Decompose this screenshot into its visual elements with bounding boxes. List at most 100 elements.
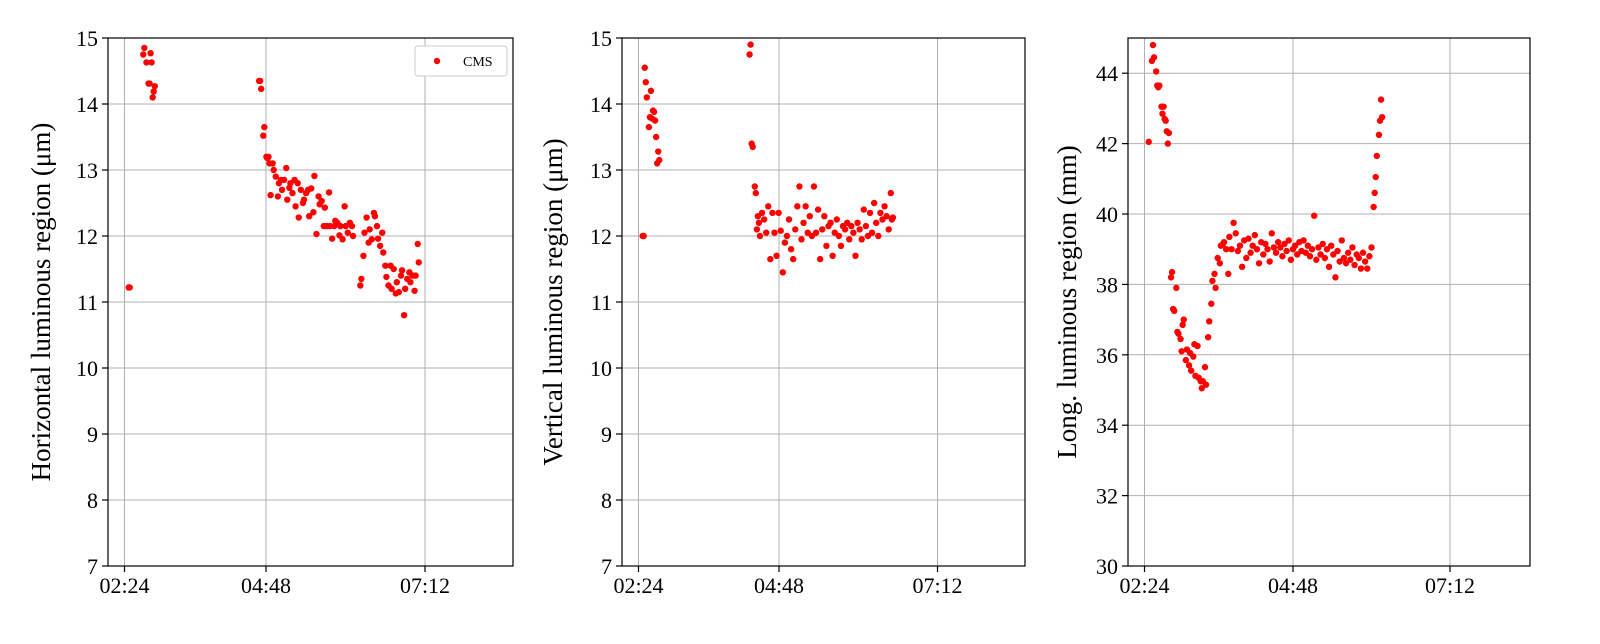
- data-point: [150, 88, 157, 95]
- data-point: [856, 226, 863, 233]
- y-tick-label: 10: [590, 356, 612, 381]
- data-point: [854, 219, 861, 226]
- data-point: [787, 246, 795, 253]
- data-point: [852, 252, 859, 259]
- data-point: [1234, 247, 1242, 255]
- x-tick-label: 04:48: [241, 573, 291, 598]
- data-point: [656, 156, 663, 164]
- data-point: [643, 94, 651, 101]
- data-point: [1226, 233, 1233, 241]
- data-point: [1349, 244, 1356, 251]
- data-point: [380, 249, 387, 256]
- plot-frame: [1127, 37, 1531, 567]
- y-tick-label: 14: [590, 92, 612, 117]
- legend-marker: [433, 57, 441, 65]
- data-point: [1264, 246, 1271, 253]
- y-tick-label: 32: [1096, 484, 1118, 509]
- data-point: [284, 196, 291, 203]
- data-point: [1171, 307, 1178, 314]
- y-tick-label: 12: [590, 224, 612, 249]
- data-point: [1272, 249, 1280, 256]
- data-point: [758, 209, 766, 217]
- data-point: [1338, 237, 1346, 244]
- data-point: [1159, 110, 1166, 117]
- data-point: [751, 183, 758, 190]
- chart-panel-3: 30 32 34 36 38 40 42 44 02:24 04:48 07:12 Long. lum…: [1052, 37, 1531, 598]
- data-point: [411, 287, 418, 294]
- data-points: [1145, 41, 1386, 392]
- data-point: [806, 213, 814, 220]
- data-point: [1262, 240, 1269, 248]
- data-point: [325, 189, 333, 196]
- data-point: [746, 51, 753, 58]
- data-point: [383, 273, 390, 281]
- data-point: [1274, 238, 1282, 246]
- data-point: [792, 226, 799, 233]
- y-tick-label: 12: [76, 224, 98, 249]
- data-point: [1361, 258, 1369, 265]
- data-point: [267, 191, 274, 199]
- data-point: [1211, 270, 1218, 278]
- data-point: [382, 262, 389, 269]
- y-tick-label: 9: [87, 422, 98, 447]
- data-point: [1373, 152, 1381, 160]
- y-tick-label: 9: [601, 422, 612, 447]
- data-point: [1253, 246, 1261, 253]
- data-point: [1368, 244, 1375, 251]
- data-point: [1216, 260, 1224, 267]
- data-point: [1225, 270, 1232, 278]
- data-point: [858, 236, 865, 243]
- data-point: [1351, 261, 1358, 269]
- data-point: [783, 232, 791, 240]
- data-point: [308, 185, 315, 192]
- data-point: [305, 213, 313, 220]
- data-point: [1359, 249, 1367, 256]
- data-point: [261, 123, 268, 131]
- data-point: [652, 133, 660, 141]
- data-point: [300, 196, 308, 203]
- y-tick-label: 42: [1096, 132, 1118, 157]
- data-point: [1179, 321, 1186, 329]
- data-point: [1300, 237, 1307, 244]
- data-point: [1260, 251, 1267, 258]
- data-point: [794, 203, 801, 210]
- data-point: [376, 242, 384, 250]
- data-point: [1178, 348, 1185, 355]
- y-axis-title: Long. luminous region (mm): [1052, 145, 1082, 458]
- data-point: [835, 232, 843, 240]
- data-point: [762, 229, 770, 236]
- data-point: [1364, 265, 1371, 272]
- y-tick-label: 13: [590, 158, 612, 183]
- y-axis-title: Horizontal luminous region (μm): [26, 123, 56, 482]
- data-point: [1327, 242, 1335, 249]
- data-point: [749, 143, 756, 151]
- y-tick-label: 36: [1096, 343, 1118, 368]
- legend: CMS: [414, 45, 508, 77]
- data-point: [1165, 129, 1173, 137]
- data-point: [1209, 277, 1216, 285]
- data-point: [344, 229, 351, 236]
- data-point: [810, 183, 818, 190]
- data-point: [1270, 244, 1278, 251]
- data-point: [295, 214, 302, 221]
- data-point: [860, 206, 867, 213]
- data-point: [1149, 41, 1157, 49]
- data-point: [374, 235, 382, 242]
- y-tick-label: 15: [76, 26, 98, 51]
- data-point: [257, 85, 265, 93]
- data-point: [272, 173, 279, 180]
- data-point: [1344, 249, 1352, 256]
- data-point: [1336, 258, 1343, 265]
- data-point: [1167, 274, 1175, 281]
- data-point: [1340, 254, 1348, 262]
- data-point: [1185, 362, 1193, 369]
- data-point: [140, 51, 147, 58]
- data-point: [650, 108, 658, 116]
- data-point: [379, 229, 386, 236]
- y-tick-label: 15: [590, 26, 612, 51]
- data-point: [850, 229, 857, 236]
- y-tick-label: 13: [76, 158, 98, 183]
- data-point: [755, 219, 763, 226]
- data-point: [800, 219, 807, 226]
